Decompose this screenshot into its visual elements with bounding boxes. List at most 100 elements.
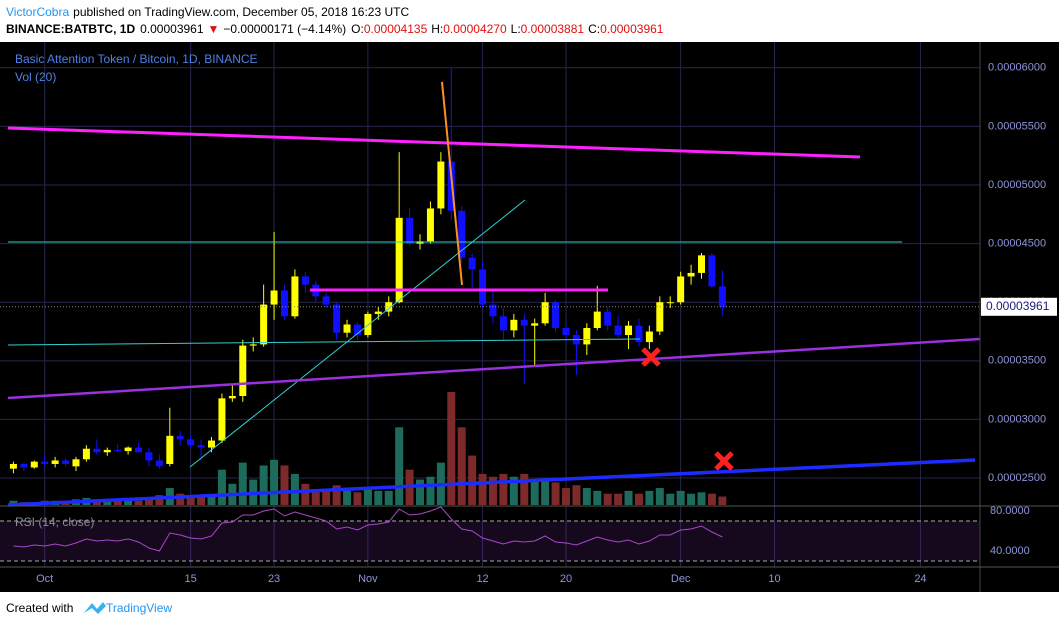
volume-bar [113, 500, 122, 505]
candle-body [239, 345, 247, 396]
candle-body [656, 302, 664, 332]
candle-body [385, 302, 393, 312]
price: 0.00003961 [140, 22, 204, 36]
logo [84, 602, 106, 614]
change: −0.00000171 (−4.14%) [223, 22, 346, 36]
candle-body [698, 255, 706, 273]
last-price-box [981, 297, 1057, 316]
candle-body [353, 324, 361, 336]
rsi-tick-label: 80.0000 [990, 505, 1030, 517]
volume-bar [374, 490, 383, 505]
candle-body [468, 257, 476, 270]
volume-bar [176, 493, 185, 505]
volume-bar [301, 483, 310, 505]
x-tick-label: Nov [358, 573, 378, 585]
volume-bar [687, 493, 696, 505]
candle-body [228, 395, 236, 399]
volume-bar [561, 488, 570, 505]
arrow: ▼ [208, 22, 220, 36]
candle-body [510, 319, 518, 331]
author: VictorCobra [6, 5, 69, 19]
x-tick-label: Dec [671, 573, 691, 585]
candle-body [718, 286, 726, 307]
volume-bar [582, 488, 591, 505]
candle-body [322, 296, 330, 305]
rsi-line [13, 506, 723, 552]
x-tick-label: 10 [768, 573, 780, 585]
volume-bar [155, 495, 164, 505]
footer-text: Created with [6, 601, 73, 615]
quote-value: 0.00004270 [443, 22, 507, 36]
candle-body [93, 448, 101, 453]
volume-label: Vol (20) [15, 70, 56, 84]
rsi-band [0, 521, 980, 561]
cross-mark [641, 347, 661, 367]
volume-bar [134, 500, 143, 505]
volume-bar [343, 490, 352, 505]
rsi-label: RSI (14, close) [15, 515, 94, 529]
y-tick-label: 0.00006000 [988, 62, 1046, 74]
candle-body [499, 316, 507, 331]
quote-value: 0.00003881 [521, 22, 585, 36]
volume-bar [353, 492, 362, 505]
candle-body [155, 460, 163, 467]
y-tick-label: 0.00005500 [988, 120, 1046, 132]
candle-body [343, 324, 351, 333]
volume-bar [614, 493, 623, 505]
volume-bar [332, 485, 341, 505]
volume-bar [499, 473, 508, 505]
x-tick-label: 24 [914, 573, 926, 585]
volume-bar [603, 493, 612, 505]
candle-body [489, 304, 497, 317]
volume-bar [103, 500, 112, 505]
volume-bar [238, 462, 247, 505]
volume-bar [363, 488, 372, 505]
drawings [7, 81, 981, 507]
candle-body [708, 255, 716, 287]
volume-bar [509, 476, 518, 505]
candle-body [562, 328, 570, 336]
quote-value: 0.00003961 [600, 22, 664, 36]
candle-body [604, 311, 612, 326]
candle-body [260, 304, 268, 345]
trendline [7, 338, 641, 346]
candle-body [291, 276, 299, 317]
volume-bar [541, 479, 550, 505]
candle-body [41, 461, 49, 464]
quote-label: O: [351, 22, 364, 36]
candle-body [677, 276, 685, 303]
candle-body [635, 325, 643, 343]
candle-body [374, 311, 382, 314]
quote-label: L: [511, 22, 521, 36]
candle-body [426, 208, 434, 242]
volume-bar [322, 490, 331, 505]
candle-body [9, 463, 17, 469]
candle-body [583, 328, 591, 345]
quote-value: 0.00004135 [364, 22, 428, 36]
candle-body [531, 323, 539, 326]
volume-bar [259, 465, 268, 505]
candle-body [541, 302, 549, 324]
candle-body [30, 461, 38, 468]
volume-bar [124, 500, 133, 505]
candle-body [645, 331, 653, 343]
last-price-label: 0.00003961 [986, 299, 1050, 313]
candle-body [208, 440, 216, 448]
x-tick-label: 15 [185, 573, 197, 585]
volume-bar [489, 476, 497, 505]
volume-bar [551, 482, 560, 505]
volume-bar [572, 485, 581, 505]
x-tick-label: Oct [36, 573, 53, 585]
candle-body [552, 302, 560, 329]
y-tick-label: 0.00002500 [988, 472, 1046, 484]
candle-body [166, 435, 174, 464]
volume-bar [270, 459, 279, 505]
candle-body [593, 311, 601, 329]
y-tick-label: 0.00003500 [988, 355, 1046, 367]
volume-bar [9, 500, 18, 505]
volume-bar [447, 392, 456, 505]
volume-bar [624, 490, 633, 505]
trendline [7, 126, 861, 159]
candle-body [218, 398, 226, 441]
candle-body [614, 325, 622, 336]
